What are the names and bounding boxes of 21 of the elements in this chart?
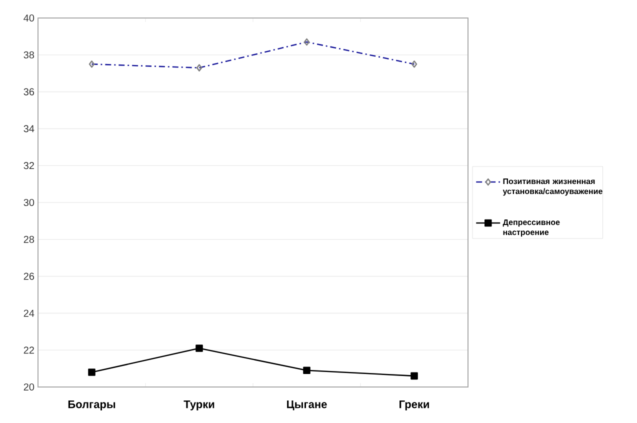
point <box>88 368 96 376</box>
y-tick-label: 24 <box>24 310 34 317</box>
y-tick-label: 30 <box>24 198 34 206</box>
point <box>410 372 418 380</box>
y-tick-label: 26 <box>24 272 34 280</box>
x-tick-label: Греки <box>400 400 429 410</box>
point <box>303 366 310 374</box>
point <box>196 344 203 352</box>
y-tick-label: 32 <box>24 162 34 170</box>
y-tick-label: 40 <box>24 14 34 22</box>
x-tick-label: Турки <box>184 400 214 410</box>
legend-label: Депрессивное настроение <box>502 219 560 237</box>
x-tick-label: Цыгане <box>287 400 327 410</box>
y-tick-label: 20 <box>24 383 34 391</box>
y-tick-label: 34 <box>24 125 34 132</box>
legend-label: Позитивная жизненная установка/самоуважение <box>502 178 602 196</box>
y-tick-label: 36 <box>24 88 34 96</box>
x-tick-label: Болгары <box>68 400 116 410</box>
y-tick-label: 38 <box>24 51 34 58</box>
y-tick-label: 28 <box>24 236 34 243</box>
y-tick-label: 22 <box>24 346 34 354</box>
